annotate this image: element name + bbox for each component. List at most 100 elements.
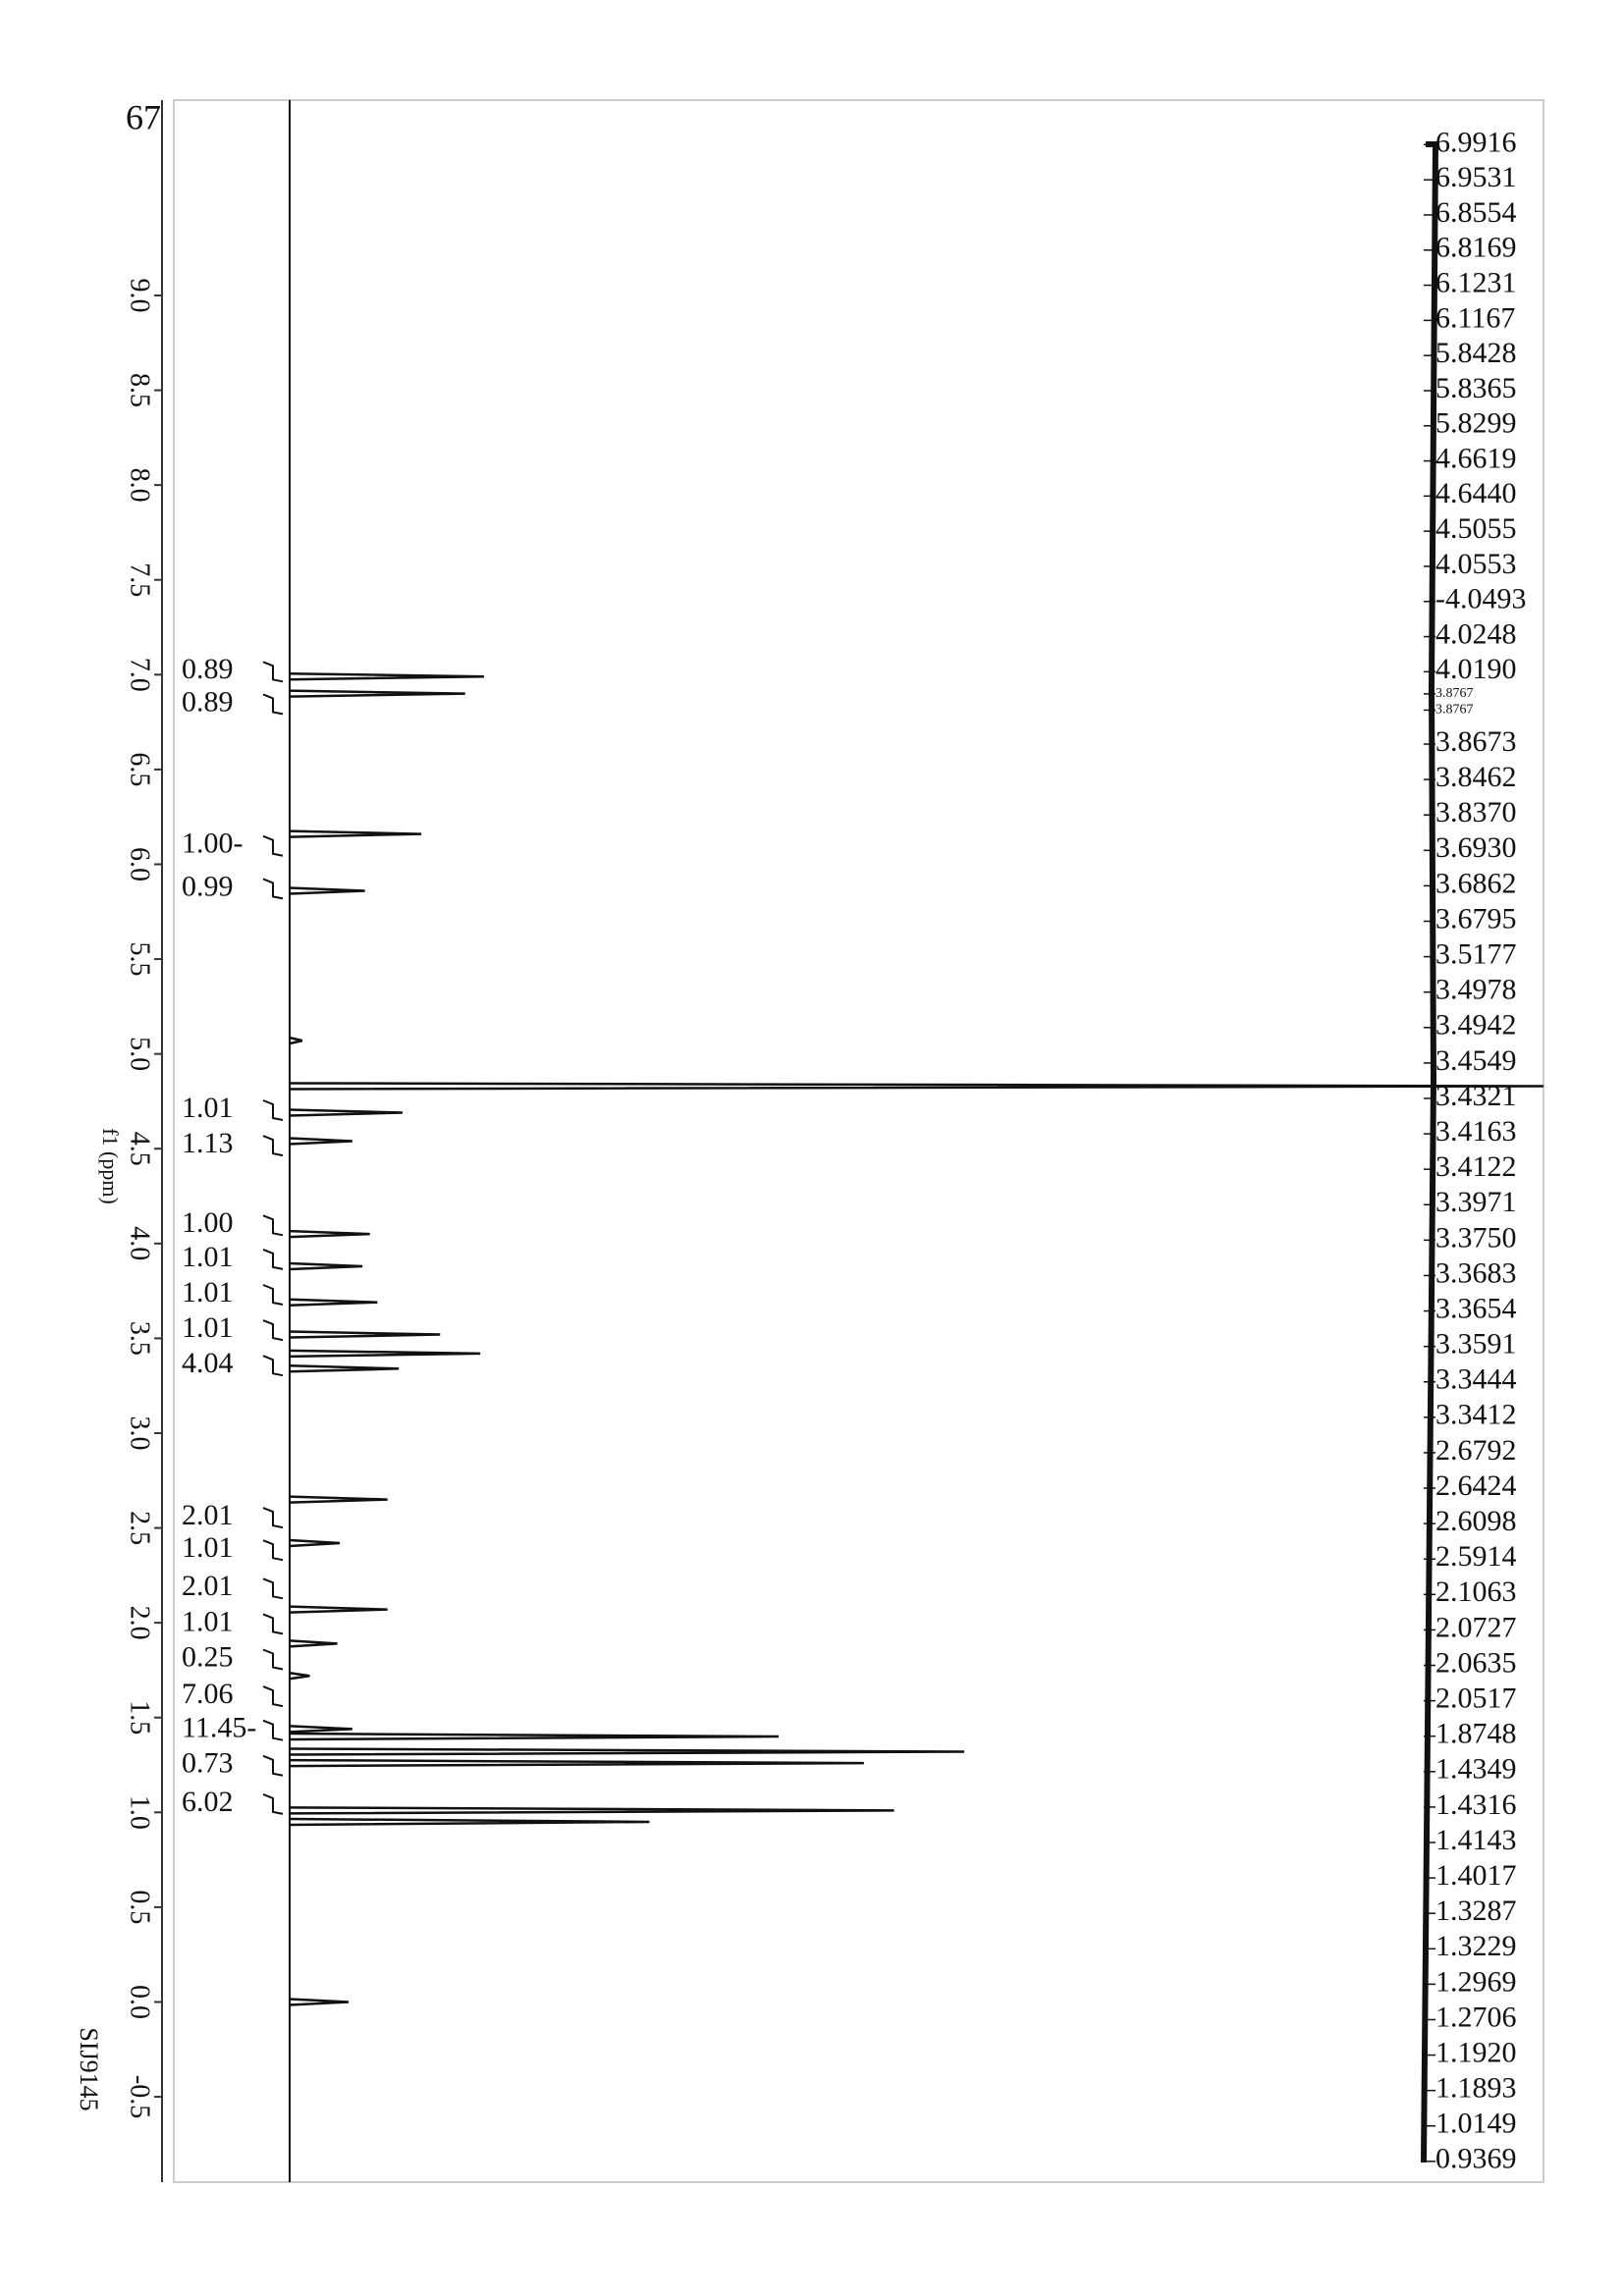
peak-label: 6.8169 bbox=[1435, 232, 1517, 264]
peak-label: 1.2706 bbox=[1435, 2001, 1517, 2033]
peak-label: 3.8462 bbox=[1435, 761, 1517, 793]
peak-label: 3.3654 bbox=[1435, 1292, 1517, 1324]
peak-label: 2.1063 bbox=[1435, 1575, 1517, 1608]
peak-label: 3.4122 bbox=[1435, 1150, 1517, 1183]
peak bbox=[289, 829, 422, 838]
peak-label: 2.0517 bbox=[1435, 1682, 1517, 1714]
peak-label: 4.0190 bbox=[1435, 653, 1517, 685]
integral-curve bbox=[262, 693, 284, 716]
tick-label: 7.0 bbox=[125, 658, 155, 692]
peak bbox=[289, 1758, 864, 1768]
tick-label: 4.5 bbox=[125, 1132, 155, 1166]
integral-curve bbox=[262, 834, 284, 857]
integral-label: 2.01 bbox=[182, 1570, 234, 1602]
integral-label: 6.02 bbox=[182, 1786, 234, 1818]
integral-label: 0.73 bbox=[182, 1747, 234, 1780]
integral-label: 2.01 bbox=[182, 1499, 234, 1531]
peak-label: 2.0635 bbox=[1435, 1646, 1517, 1679]
integral-curve bbox=[262, 1539, 284, 1562]
peak-label: 2.6424 bbox=[1435, 1469, 1517, 1502]
peak-label: 3.4549 bbox=[1435, 1044, 1517, 1077]
peak-label: 3.3683 bbox=[1435, 1256, 1517, 1289]
peak-label: 3.4978 bbox=[1435, 974, 1517, 1006]
peak-label: 1.0149 bbox=[1435, 2108, 1517, 2140]
peak bbox=[289, 1364, 400, 1373]
integral-label: 1.00 bbox=[182, 1206, 234, 1239]
integral-curve bbox=[262, 1214, 284, 1237]
peak bbox=[289, 1732, 780, 1741]
integral-label: 1.00- bbox=[182, 828, 244, 860]
peak-label: 3.8370 bbox=[1435, 796, 1517, 828]
tick-label: -0.5 bbox=[125, 2075, 155, 2118]
tick-label: 0.5 bbox=[125, 1890, 155, 1924]
peak-label: 3.3750 bbox=[1435, 1221, 1517, 1254]
integral-curve bbox=[262, 1719, 284, 1741]
integral-label: 4.04 bbox=[182, 1347, 234, 1379]
tick-label: 2.5 bbox=[125, 1511, 155, 1545]
integral-label: 1.01 bbox=[182, 1311, 234, 1344]
peak bbox=[289, 1349, 481, 1359]
x-axis-label: f1 (ppm) bbox=[98, 1128, 123, 1204]
peak bbox=[289, 1538, 341, 1548]
integral-curve bbox=[262, 1792, 284, 1815]
peak-label: 6.1231 bbox=[1435, 266, 1517, 298]
peak-label: 1.3229 bbox=[1435, 1930, 1517, 1962]
tick-label: 7.5 bbox=[125, 562, 155, 597]
peak-label: 6.9916 bbox=[1435, 126, 1517, 158]
integral-label: 1.01 bbox=[182, 1092, 234, 1124]
sample-id: SIJ9145 bbox=[75, 2027, 103, 2110]
integral-curve bbox=[262, 1248, 284, 1270]
peak bbox=[289, 1747, 965, 1756]
integral-label: 1.13 bbox=[182, 1127, 234, 1159]
peak-label: 3.8767 bbox=[1435, 686, 1474, 701]
peak bbox=[289, 1330, 441, 1339]
peak-label: 3.5177 bbox=[1435, 937, 1517, 970]
peak-label: 3.4942 bbox=[1435, 1009, 1517, 1041]
tick-label: 4.0 bbox=[125, 1226, 155, 1260]
peak-label: 3.8767 bbox=[1435, 703, 1474, 718]
tick-label: 5.5 bbox=[125, 942, 155, 977]
peak-label: 3.3412 bbox=[1435, 1399, 1517, 1431]
peak bbox=[289, 1639, 338, 1648]
integral-curve bbox=[262, 1284, 284, 1306]
peak-label: 1.4143 bbox=[1435, 1824, 1517, 1856]
integral-curve bbox=[262, 1355, 284, 1377]
peak bbox=[289, 1108, 403, 1117]
tick-label: 3.5 bbox=[125, 1321, 155, 1356]
peak bbox=[289, 671, 484, 681]
peak-label: 6.1167 bbox=[1435, 301, 1515, 334]
peak bbox=[289, 1672, 310, 1681]
integral-curve bbox=[262, 878, 284, 900]
peak-label: 4.0248 bbox=[1435, 617, 1517, 650]
peak-label: 5.8299 bbox=[1435, 407, 1517, 440]
peak-label: 3.6862 bbox=[1435, 867, 1517, 899]
peak-label: 3.4163 bbox=[1435, 1115, 1517, 1148]
peak-label: 1.4316 bbox=[1435, 1789, 1517, 1821]
integral-label: 0.25 bbox=[182, 1640, 234, 1673]
peak-label: 3.3591 bbox=[1435, 1328, 1517, 1361]
tick-label: 9.0 bbox=[125, 278, 155, 312]
integral-curve bbox=[262, 1613, 284, 1635]
peak-label: 3.4321 bbox=[1435, 1080, 1517, 1112]
integral-label: 11.45- bbox=[182, 1712, 256, 1744]
peak-label: 1.4349 bbox=[1435, 1753, 1517, 1786]
peak bbox=[289, 1082, 1544, 1091]
peak-label: 2.0727 bbox=[1435, 1611, 1517, 1643]
peak-label: 2.5914 bbox=[1435, 1540, 1517, 1573]
peak bbox=[289, 1261, 363, 1271]
tick-label: 1.5 bbox=[125, 1700, 155, 1735]
tick-label: 5.0 bbox=[125, 1037, 155, 1071]
tick-label: 6.5 bbox=[125, 752, 155, 786]
peak bbox=[289, 1817, 650, 1827]
peak-label: 4.6619 bbox=[1435, 442, 1517, 474]
tick-label: 3.0 bbox=[125, 1415, 155, 1450]
peak-label: 3.6930 bbox=[1435, 831, 1517, 864]
peak-label: 1.8748 bbox=[1435, 1718, 1517, 1750]
tick-label: 0.0 bbox=[125, 1985, 155, 2019]
integral-curve bbox=[262, 1507, 284, 1529]
integral-label: 0.89 bbox=[182, 685, 234, 718]
integral-curve bbox=[262, 1648, 284, 1671]
peak bbox=[289, 1605, 388, 1614]
label-rail bbox=[1421, 141, 1439, 2163]
peak-label: 2.6098 bbox=[1435, 1505, 1517, 1537]
